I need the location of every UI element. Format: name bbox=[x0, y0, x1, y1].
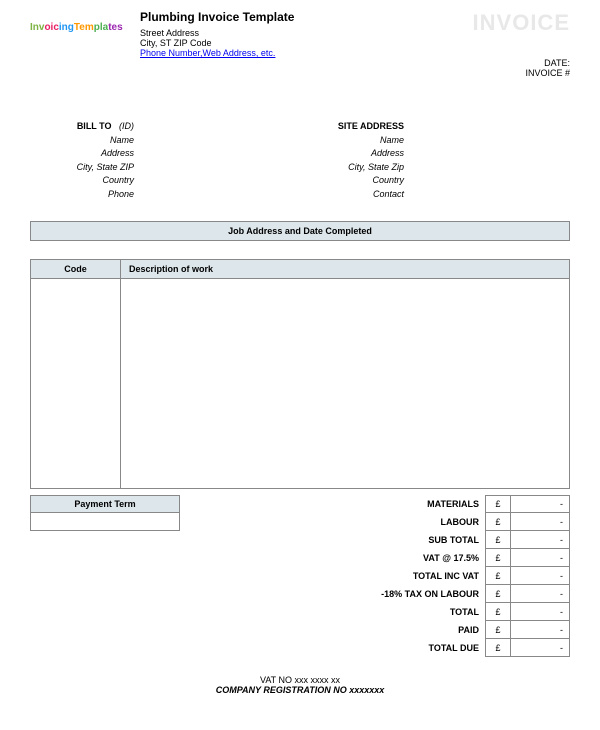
total-label: LABOUR bbox=[180, 517, 485, 527]
total-value: - bbox=[510, 639, 570, 657]
currency-cell: £ bbox=[485, 513, 510, 531]
site-contact: Contact bbox=[300, 188, 410, 202]
total-label: MATERIALS bbox=[180, 499, 485, 509]
total-row-incvat: TOTAL INC VAT £ - bbox=[180, 567, 570, 585]
total-label: SUB TOTAL bbox=[180, 535, 485, 545]
bottom-area: Payment Term MATERIALS £ - LABOUR £ - SU… bbox=[30, 495, 570, 657]
payment-term-box: Payment Term bbox=[30, 495, 180, 657]
site-country: Country bbox=[300, 174, 410, 188]
vat-number: VAT NO xxx xxxx xx bbox=[30, 675, 570, 685]
total-value: - bbox=[510, 567, 570, 585]
bill-to-phone: Phone bbox=[30, 188, 140, 202]
total-row-due: TOTAL DUE £ - bbox=[180, 639, 570, 657]
site-address-block: SITE ADDRESS Name Address City, State Zi… bbox=[300, 120, 570, 201]
bill-to-title: BILL TO bbox=[77, 121, 112, 131]
total-row-paid: PAID £ - bbox=[180, 621, 570, 639]
site-title: SITE ADDRESS bbox=[338, 121, 404, 131]
footer: VAT NO xxx xxxx xx COMPANY REGISTRATION … bbox=[30, 675, 570, 695]
currency-cell: £ bbox=[485, 549, 510, 567]
total-value: - bbox=[510, 495, 570, 513]
total-row-labour: LABOUR £ - bbox=[180, 513, 570, 531]
currency-cell: £ bbox=[485, 531, 510, 549]
company-city: City, ST ZIP Code bbox=[140, 38, 294, 48]
total-label: TOTAL bbox=[180, 607, 485, 617]
bill-to-address: Address bbox=[30, 147, 140, 161]
currency-cell: £ bbox=[485, 639, 510, 657]
currency-cell: £ bbox=[485, 603, 510, 621]
bill-to-block: BILL TO (ID) Name Address City, State ZI… bbox=[30, 120, 300, 201]
invoice-watermark: INVOICE bbox=[473, 10, 570, 36]
bill-to-id: (ID) bbox=[119, 121, 134, 131]
header: InvoicingTemplates Plumbing Invoice Temp… bbox=[30, 10, 570, 90]
invoice-number-label: INVOICE # bbox=[525, 68, 570, 78]
total-value: - bbox=[510, 603, 570, 621]
description-column: Description of work bbox=[121, 260, 569, 488]
company-street: Street Address bbox=[140, 28, 294, 38]
company-registration: COMPANY REGISTRATION NO xxxxxxx bbox=[30, 685, 570, 695]
description-header: Description of work bbox=[121, 260, 569, 279]
invoice-meta: DATE: INVOICE # bbox=[525, 58, 570, 78]
payment-term-header: Payment Term bbox=[30, 495, 180, 513]
total-value: - bbox=[510, 513, 570, 531]
date-label: DATE: bbox=[525, 58, 570, 68]
totals-block: MATERIALS £ - LABOUR £ - SUB TOTAL £ - V… bbox=[180, 495, 570, 657]
site-city: City, State Zip bbox=[300, 161, 410, 175]
company-contact-link[interactable]: Phone Number,Web Address, etc. bbox=[140, 48, 275, 58]
total-row-vat: VAT @ 17.5% £ - bbox=[180, 549, 570, 567]
code-header: Code bbox=[31, 260, 120, 279]
total-row-subtotal: SUB TOTAL £ - bbox=[180, 531, 570, 549]
total-label: PAID bbox=[180, 625, 485, 635]
total-value: - bbox=[510, 531, 570, 549]
currency-cell: £ bbox=[485, 495, 510, 513]
work-table: Code Description of work bbox=[30, 259, 570, 489]
total-row-total: TOTAL £ - bbox=[180, 603, 570, 621]
total-label: TOTAL INC VAT bbox=[180, 571, 485, 581]
currency-cell: £ bbox=[485, 585, 510, 603]
total-value: - bbox=[510, 585, 570, 603]
bill-to-name: Name bbox=[30, 134, 140, 148]
total-row-materials: MATERIALS £ - bbox=[180, 495, 570, 513]
site-address: Address bbox=[300, 147, 410, 161]
total-row-taxlabour: -18% TAX ON LABOUR £ - bbox=[180, 585, 570, 603]
job-address-bar: Job Address and Date Completed bbox=[30, 221, 570, 241]
total-value: - bbox=[510, 549, 570, 567]
bill-to-city: City, State ZIP bbox=[30, 161, 140, 175]
site-name: Name bbox=[300, 134, 410, 148]
bill-to-country: Country bbox=[30, 174, 140, 188]
description-body bbox=[121, 279, 569, 488]
total-label: VAT @ 17.5% bbox=[180, 553, 485, 563]
address-section: BILL TO (ID) Name Address City, State ZI… bbox=[30, 120, 570, 201]
currency-cell: £ bbox=[485, 567, 510, 585]
code-column: Code bbox=[31, 260, 121, 488]
company-info: Plumbing Invoice Template Street Address… bbox=[140, 10, 294, 58]
logo: InvoicingTemplates bbox=[30, 22, 123, 33]
payment-term-body bbox=[30, 513, 180, 531]
currency-cell: £ bbox=[485, 621, 510, 639]
total-label: TOTAL DUE bbox=[180, 643, 485, 653]
document-title: Plumbing Invoice Template bbox=[140, 10, 294, 24]
total-value: - bbox=[510, 621, 570, 639]
code-body bbox=[31, 279, 120, 488]
total-label: -18% TAX ON LABOUR bbox=[180, 589, 485, 599]
